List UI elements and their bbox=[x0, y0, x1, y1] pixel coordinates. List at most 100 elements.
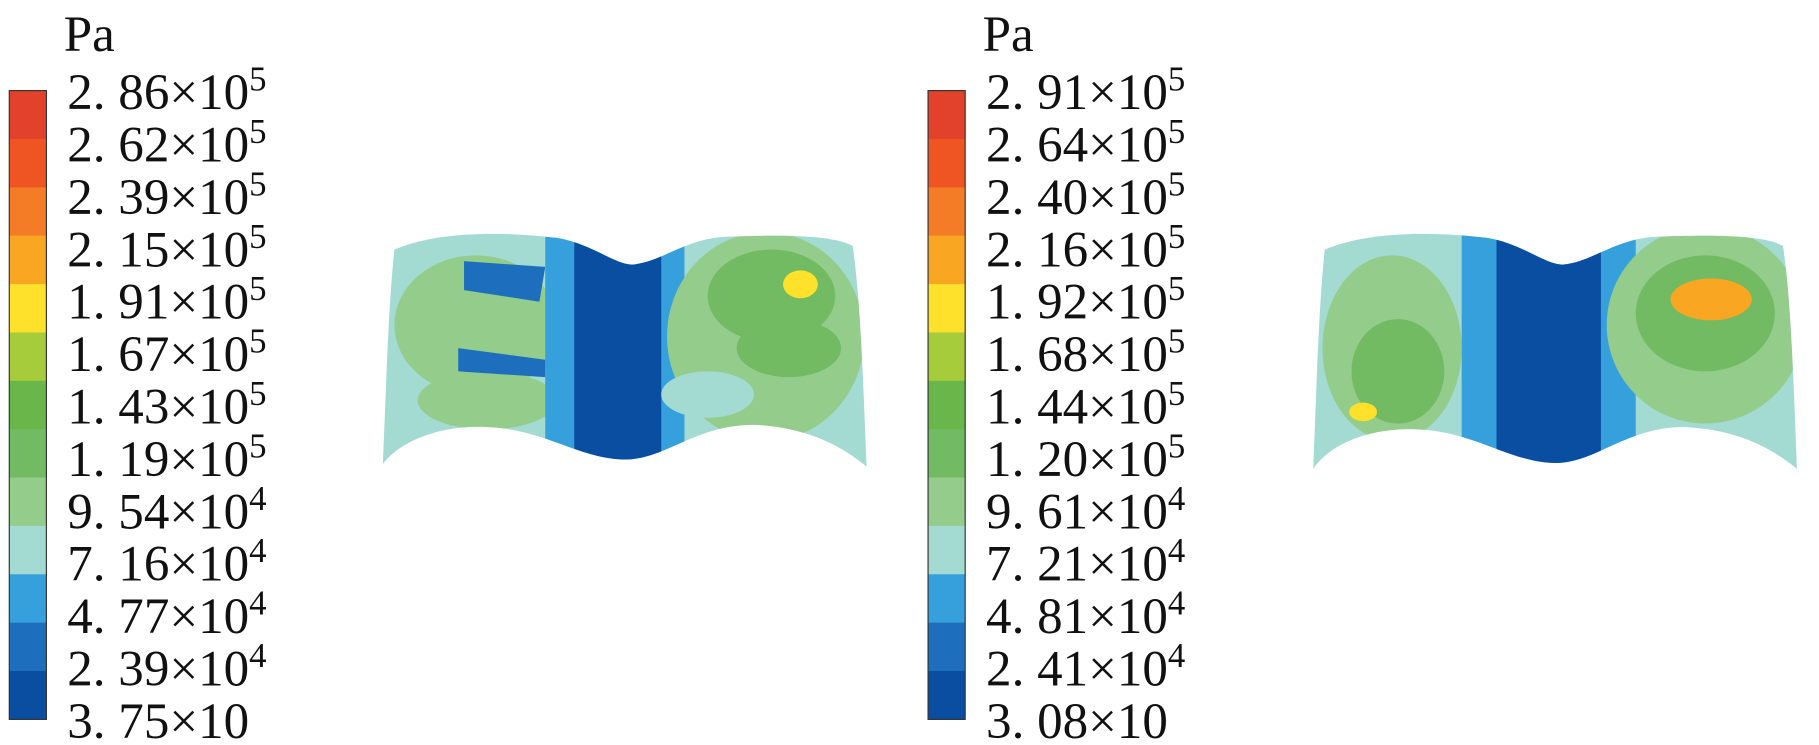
color-band bbox=[928, 332, 966, 382]
legend-value: 1. 92×10 bbox=[986, 275, 1168, 331]
legend-value: 9. 61×10 bbox=[986, 484, 1168, 540]
legend-label: 9. 54×104 bbox=[67, 479, 266, 541]
legend-value: 2. 39×10 bbox=[67, 170, 249, 226]
legend-label: 1. 67×105 bbox=[67, 322, 266, 384]
color-band bbox=[9, 622, 47, 672]
legend-value: 2. 15×10 bbox=[67, 222, 249, 278]
color-bar-border bbox=[8, 90, 47, 720]
color-band bbox=[928, 429, 966, 479]
legend-exponent: 5 bbox=[249, 374, 266, 413]
legend-label: 1. 43×105 bbox=[67, 374, 266, 436]
legend-label: 9. 61×104 bbox=[986, 479, 1185, 541]
legend-value: 2. 91×10 bbox=[986, 65, 1168, 121]
legend-exponent: 4 bbox=[1168, 531, 1185, 570]
legend-exponent: 5 bbox=[249, 426, 266, 465]
color-bar-border bbox=[927, 90, 966, 720]
color-band bbox=[928, 235, 966, 285]
legend-value: 2. 62×10 bbox=[67, 118, 249, 174]
legend-value: 1. 44×10 bbox=[986, 380, 1168, 436]
legend-exponent: 4 bbox=[1168, 636, 1185, 675]
legend-exponent: 5 bbox=[1168, 164, 1185, 203]
legend-label: 1. 20×105 bbox=[986, 426, 1185, 488]
legend-value: 9. 54×10 bbox=[67, 484, 249, 540]
legend-exponent: 5 bbox=[1168, 374, 1185, 413]
color-band bbox=[9, 90, 47, 140]
legend-label: 2. 41×104 bbox=[986, 636, 1185, 698]
contour-plot bbox=[1313, 233, 1797, 469]
color-band bbox=[9, 670, 47, 720]
legend-value: 3. 75×10 bbox=[67, 694, 249, 745]
legend-exponent: 4 bbox=[249, 479, 266, 518]
legend-label: 7. 21×104 bbox=[986, 531, 1185, 593]
legend-label: 2. 16×105 bbox=[986, 217, 1185, 279]
legend-label: 7. 16×104 bbox=[67, 531, 266, 593]
color-band bbox=[928, 90, 966, 140]
legend-exponent: 4 bbox=[1168, 479, 1185, 518]
legend-exponent: 5 bbox=[1168, 60, 1185, 99]
legend-exponent: 4 bbox=[1168, 584, 1185, 623]
legend-value: 2. 16×10 bbox=[986, 222, 1168, 278]
color-band bbox=[928, 187, 966, 237]
legend-value: 1. 91×10 bbox=[67, 275, 249, 331]
legend-exponent: 5 bbox=[249, 269, 266, 308]
color-band bbox=[928, 284, 966, 334]
legend-value: 1. 43×10 bbox=[67, 380, 249, 436]
legend-label: 2. 62×105 bbox=[67, 112, 266, 174]
legend-label: 2. 39×105 bbox=[67, 164, 266, 226]
legend-label: 3. 75×10 bbox=[67, 694, 249, 745]
color-band bbox=[928, 380, 966, 430]
legend-value: 1. 20×10 bbox=[986, 432, 1168, 488]
unit-label: Pa bbox=[983, 7, 1034, 63]
legend-label: 4. 81×104 bbox=[986, 584, 1185, 646]
legend-label: 2. 40×105 bbox=[986, 164, 1185, 226]
legend-label: 1. 19×105 bbox=[67, 426, 266, 488]
legend-exponent: 4 bbox=[249, 636, 266, 675]
color-band bbox=[928, 574, 966, 624]
legend-exponent: 4 bbox=[249, 531, 266, 570]
legend-exponent: 5 bbox=[1168, 322, 1185, 361]
color-band bbox=[9, 477, 47, 527]
legend-exponent: 5 bbox=[249, 112, 266, 151]
legend-label: 2. 86×105 bbox=[67, 60, 266, 122]
legend-label: 2. 91×105 bbox=[986, 60, 1185, 122]
legend-exponent: 4 bbox=[249, 584, 266, 623]
legend-value: 1. 68×10 bbox=[986, 327, 1168, 383]
color-band bbox=[928, 622, 966, 672]
legend-label: 3. 08×10 bbox=[986, 694, 1168, 745]
legend-exponent: 5 bbox=[249, 164, 266, 203]
legend-label: 2. 64×105 bbox=[986, 112, 1185, 174]
legend-exponent: 5 bbox=[1168, 426, 1185, 465]
legend-label: 2. 15×105 bbox=[67, 217, 266, 279]
color-band bbox=[9, 235, 47, 285]
color-band bbox=[9, 429, 47, 479]
unit-label: Pa bbox=[64, 7, 115, 63]
legend-value: 1. 19×10 bbox=[67, 432, 249, 488]
color-band bbox=[9, 284, 47, 334]
legend-label: 1. 91×105 bbox=[67, 269, 266, 331]
color-band bbox=[928, 525, 966, 575]
legend-value: 7. 16×10 bbox=[67, 537, 249, 593]
legend-value: 2. 39×10 bbox=[67, 642, 249, 698]
legend-exponent: 5 bbox=[1168, 217, 1185, 256]
color-band bbox=[928, 670, 966, 720]
legend-exponent: 5 bbox=[249, 217, 266, 256]
color-band bbox=[9, 138, 47, 188]
legend-exponent: 5 bbox=[249, 322, 266, 361]
legend-value: 3. 08×10 bbox=[986, 694, 1168, 745]
legend-label: 2. 39×104 bbox=[67, 636, 266, 698]
color-band bbox=[9, 525, 47, 575]
color-band bbox=[9, 574, 47, 624]
legend-value: 2. 40×10 bbox=[986, 170, 1168, 226]
legend-value: 2. 64×10 bbox=[986, 118, 1168, 174]
legend-label: 1. 92×105 bbox=[986, 269, 1185, 331]
legend-label: 1. 44×105 bbox=[986, 374, 1185, 436]
contour-plot bbox=[382, 233, 867, 467]
color-band bbox=[9, 380, 47, 430]
legend-value: 1. 67×10 bbox=[67, 327, 249, 383]
color-band bbox=[928, 138, 966, 188]
legend-value: 4. 77×10 bbox=[67, 589, 249, 645]
legend-exponent: 5 bbox=[1168, 112, 1185, 151]
